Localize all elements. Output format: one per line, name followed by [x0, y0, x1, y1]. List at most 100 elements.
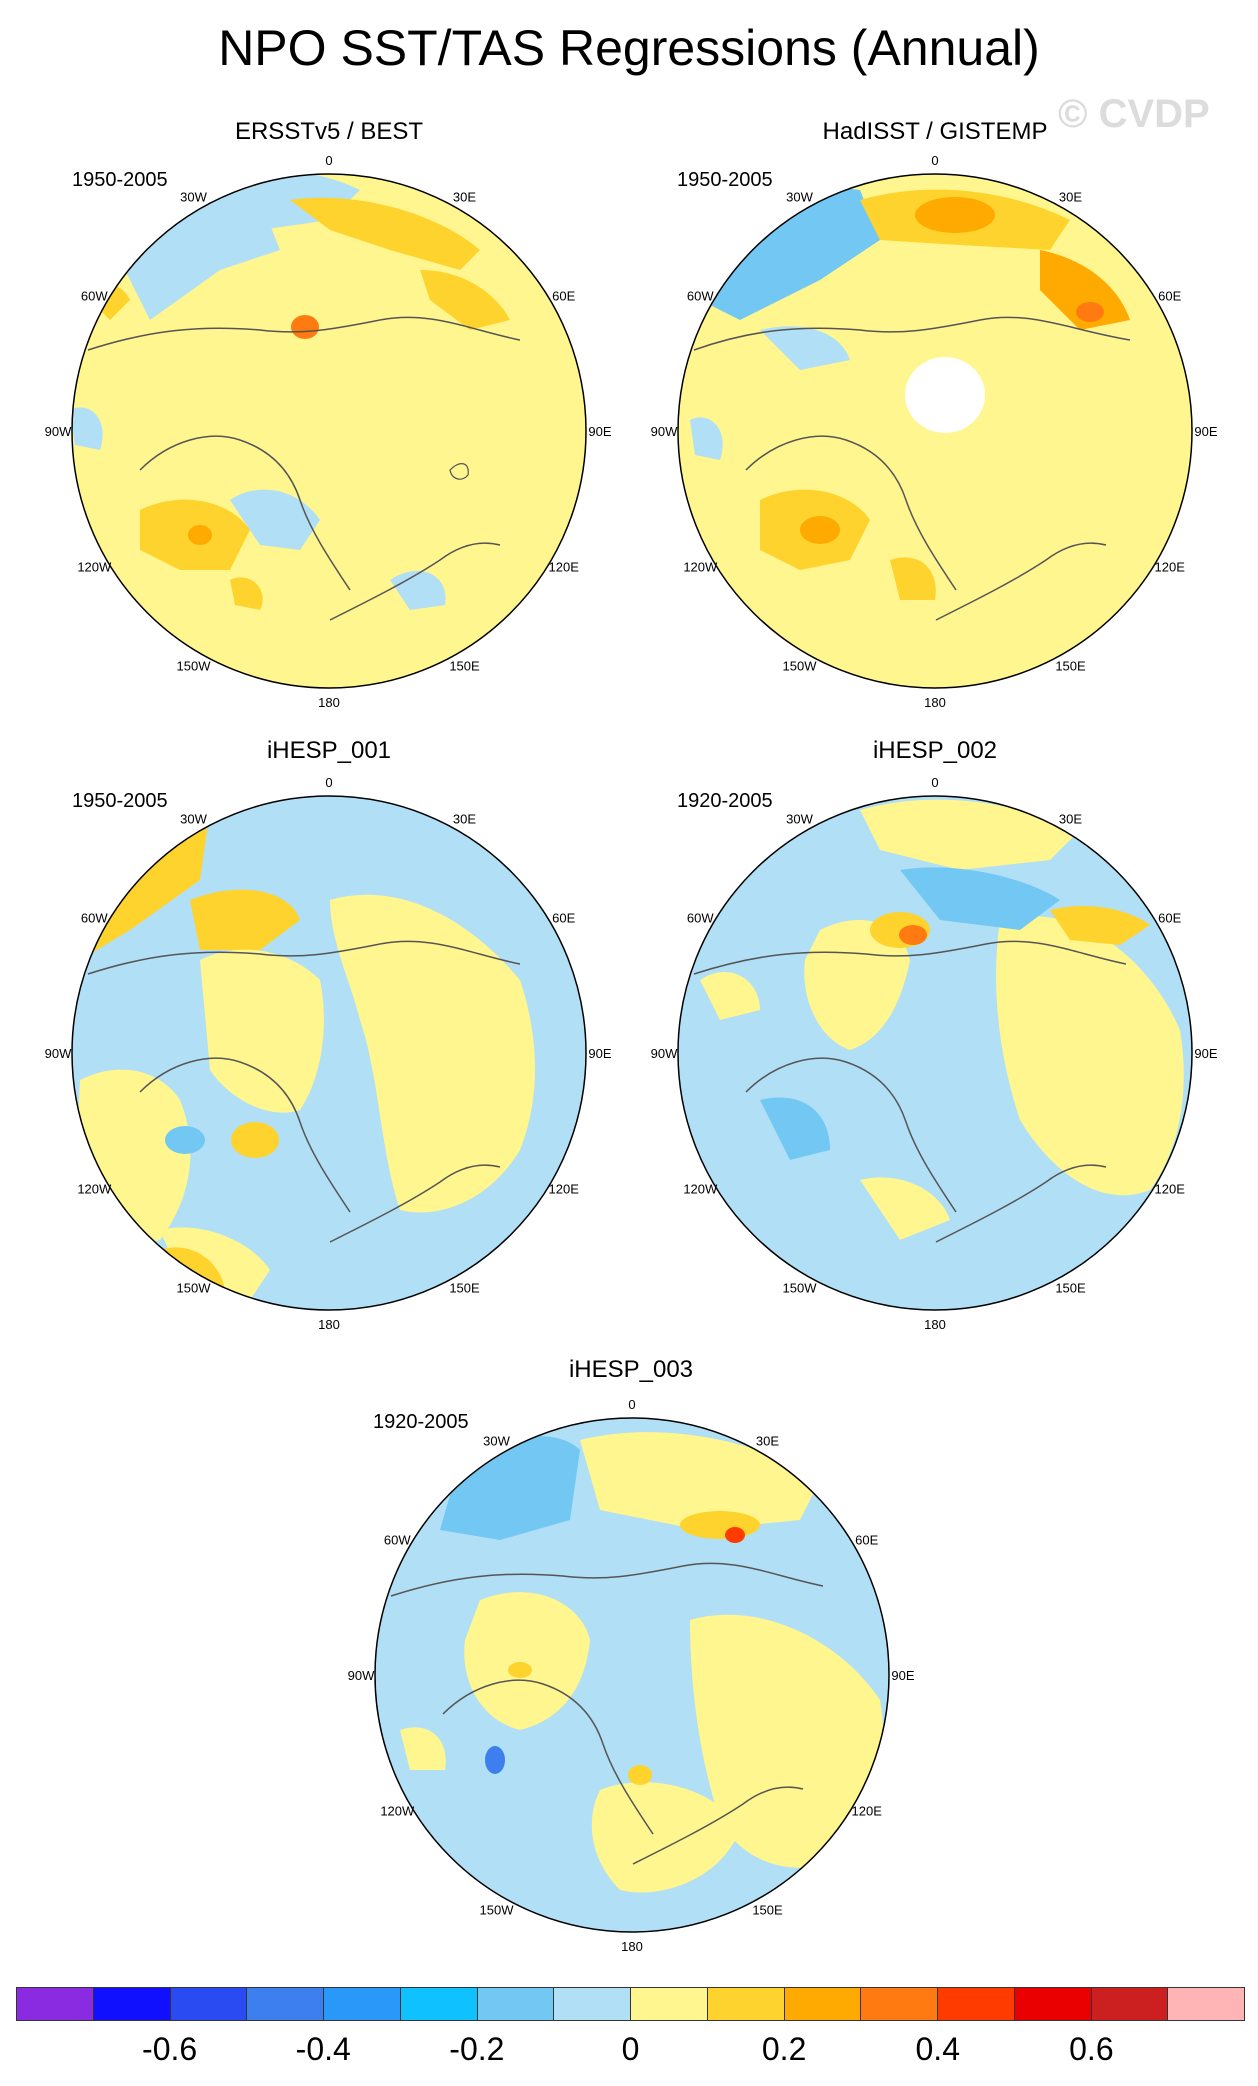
lon-label-w90-panel-3: 90W [45, 1046, 72, 1061]
map-panel-4 [677, 795, 1193, 1311]
map-panel-2 [677, 173, 1193, 689]
lon-label-deg180-panel-3: 180 [318, 1317, 340, 1332]
panel-title-3: iHESP_001 [266, 737, 392, 764]
colorbar-swatch [861, 1988, 938, 2020]
lon-label-e60-panel-5: 60E [855, 1533, 878, 1548]
lon-label-e90-panel-1: 90E [588, 424, 611, 439]
lon-label-e120-panel-3: 120E [549, 1182, 580, 1197]
colorbar-tick-label: -0.4 [295, 2031, 351, 2067]
colorbar-tick-label: -0.2 [449, 2031, 505, 2067]
lon-label-e90-panel-3: 90E [588, 1046, 611, 1061]
colorbar-tick-label: 0.2 [761, 2031, 807, 2067]
colorbar-swatch [631, 1988, 708, 2020]
lon-label-w30-panel-5: 30W [483, 1433, 510, 1448]
lon-label-w120-panel-3: 120W [77, 1182, 112, 1197]
lon-label-w60-panel-5: 60W [384, 1533, 411, 1548]
lon-label-e60-panel-1: 60E [552, 289, 575, 304]
colorbar-swatch [938, 1988, 1015, 2020]
lon-label-w90-panel-5: 90W [348, 1668, 375, 1683]
figure-title: NPO SST/TAS Regressions (Annual) [218, 20, 1040, 76]
lon-label-e120-panel-2: 120E [1155, 560, 1186, 575]
lon-label-deg180-panel-1: 180 [318, 695, 340, 710]
lon-label-e120-panel-4: 120E [1155, 1182, 1186, 1197]
longitude-labels: 180 150E 120E 90E 60E 30E 0 30W 60W 90W 120W 150W 18… [45, 153, 1218, 1954]
period-label-3: 1950-2005 [72, 790, 168, 812]
lon-label-e150-panel-5: 150E [752, 1903, 783, 1918]
lon-label-e90-panel-4: 90E [1194, 1046, 1217, 1061]
lon-label-e30-panel-2: 30E [1059, 189, 1082, 204]
colorbar-swatch [247, 1988, 324, 2020]
colorbar-swatch [707, 1988, 785, 2020]
lon-label-e150-panel-4: 150E [1055, 1281, 1086, 1296]
colorbar-swatch [400, 1988, 478, 2020]
lon-label-e60-panel-2: 60E [1158, 289, 1181, 304]
lon-label-e30-panel-1: 30E [453, 189, 476, 204]
lon-label-w120-panel-1: 120W [77, 560, 112, 575]
lon-label-w120-panel-4: 120W [683, 1182, 718, 1197]
period-label-1: 1950-2005 [72, 169, 168, 191]
lon-label-w90-panel-4: 90W [651, 1046, 678, 1061]
colorbar-tick-label: 0.6 [1069, 2031, 1114, 2067]
colorbar-swatch [1168, 1988, 1244, 2020]
lon-label-w120-panel-2: 120W [683, 560, 718, 575]
lon-label-w90-panel-1: 90W [45, 424, 72, 439]
lon-label-w60-panel-1: 60W [81, 289, 108, 304]
lon-label-e150-panel-1: 150E [449, 659, 480, 674]
colorbar-swatch [324, 1988, 401, 2020]
cvdp-watermark: © CVDP [1058, 92, 1210, 136]
colorbar [16, 1987, 1245, 2021]
lon-label-e90-panel-5: 90E [891, 1668, 914, 1683]
lon-label-deg0-panel-3: 0 [325, 775, 332, 790]
lon-label-e120-panel-1: 120E [549, 560, 580, 575]
lon-label-w150-panel-5: 150W [480, 1903, 515, 1918]
lon-label-w150-panel-3: 150W [177, 1281, 212, 1296]
lon-label-e60-panel-4: 60E [1158, 911, 1181, 926]
colorbar-swatch [554, 1988, 631, 2020]
lon-label-deg0-panel-4: 0 [931, 775, 938, 790]
lon-label-w150-panel-4: 150W [783, 1281, 818, 1296]
lon-label-w150-panel-1: 150W [177, 659, 212, 674]
lon-label-w90-panel-2: 90W [651, 424, 678, 439]
lon-label-w150-panel-2: 150W [783, 659, 818, 674]
lon-label-e120-panel-5: 120E [852, 1804, 883, 1819]
lon-label-deg0-panel-5: 0 [628, 1397, 635, 1412]
lon-label-deg0-panel-1: 0 [325, 153, 332, 168]
lon-label-w30-panel-3: 30W [180, 811, 207, 826]
lon-label-deg180-panel-5: 180 [621, 1939, 643, 1954]
map-panel-1 [71, 173, 587, 689]
lon-label-deg180-panel-4: 180 [924, 1317, 946, 1332]
lon-label-deg180-panel-2: 180 [924, 695, 946, 710]
lon-label-e30-panel-4: 30E [1059, 811, 1082, 826]
colorbar-tick-label: -0.6 [142, 2031, 198, 2067]
lon-label-e60-panel-3: 60E [552, 911, 575, 926]
lon-label-e30-panel-5: 30E [756, 1433, 779, 1448]
colorbar-tick-label: 0 [621, 2031, 640, 2067]
period-label-5: 1920-2005 [373, 1411, 469, 1433]
lon-label-e150-panel-2: 150E [1055, 659, 1086, 674]
lon-label-e90-panel-2: 90E [1194, 424, 1217, 439]
lon-label-w60-panel-2: 60W [687, 289, 714, 304]
colorbar-swatch [784, 1988, 862, 2020]
map-panel-5 [374, 1417, 890, 1933]
lon-label-deg0-panel-2: 0 [931, 153, 938, 168]
colorbar-swatch [1091, 1988, 1169, 2020]
lon-label-w120-panel-5: 120W [380, 1804, 415, 1819]
lon-label-w30-panel-4: 30W [786, 811, 813, 826]
panel-title-4: iHESP_002 [872, 737, 998, 764]
map-panel-3 [71, 795, 587, 1311]
colorbar-swatch [1014, 1988, 1092, 2020]
lon-label-e150-panel-3: 150E [449, 1281, 480, 1296]
lon-label-e30-panel-3: 30E [453, 811, 476, 826]
panel-title-2: HadISST / GISTEMP [822, 118, 1048, 145]
panel-title-1: ERSSTv5 / BEST [234, 118, 424, 145]
colorbar-swatch [170, 1988, 248, 2020]
lon-label-w30-panel-1: 30W [180, 189, 207, 204]
polar-maps: 180 150E 120E 90E 60E 30E 0 30W 60W 90W 120W 150W 18… [45, 153, 1218, 1954]
lon-label-w60-panel-4: 60W [687, 911, 714, 926]
colorbar-swatch [93, 1988, 171, 2020]
colorbar-tick-label: 0.4 [915, 2031, 960, 2067]
panel-title-5: iHESP_003 [568, 1356, 694, 1383]
lon-label-w30-panel-2: 30W [786, 189, 813, 204]
colorbar-swatch [17, 1988, 94, 2020]
period-label-2: 1950-2005 [677, 169, 773, 191]
